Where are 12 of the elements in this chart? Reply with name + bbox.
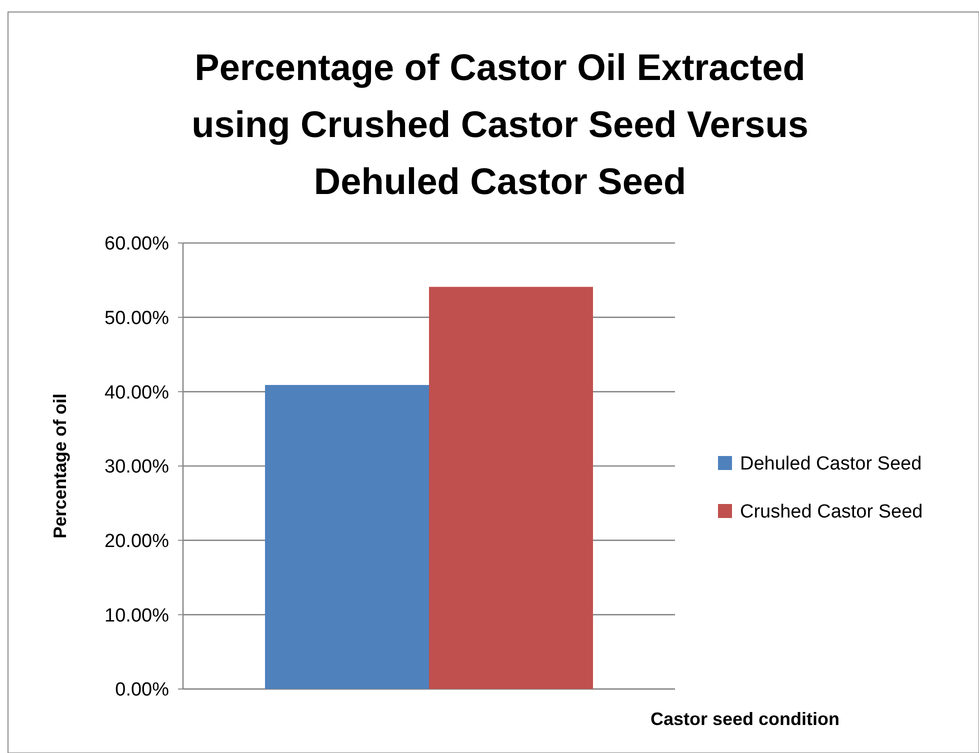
y-tick-label: 0.00% <box>115 680 170 701</box>
y-axis-title: Percentage of oil <box>50 393 70 539</box>
legend-label: Crushed Castor Seed <box>740 502 923 523</box>
y-tick-label: 30.00% <box>104 456 170 478</box>
y-tick-label: 20.00% <box>104 530 170 552</box>
y-tick-label: 10.00% <box>104 605 170 626</box>
y-tick-label: 40.00% <box>104 382 170 404</box>
legend-label: Dehuled Castor Seed <box>740 454 922 475</box>
x-axis-title: Castor seed condition <box>650 709 840 729</box>
y-tick-label: 60.00% <box>104 234 170 255</box>
chart-title: Percentage of Castor Oil Extracted using Crushed Castor Seed Versus Dehuled Castor Seed <box>192 47 808 202</box>
y-tick-label: 50.00% <box>104 308 170 329</box>
